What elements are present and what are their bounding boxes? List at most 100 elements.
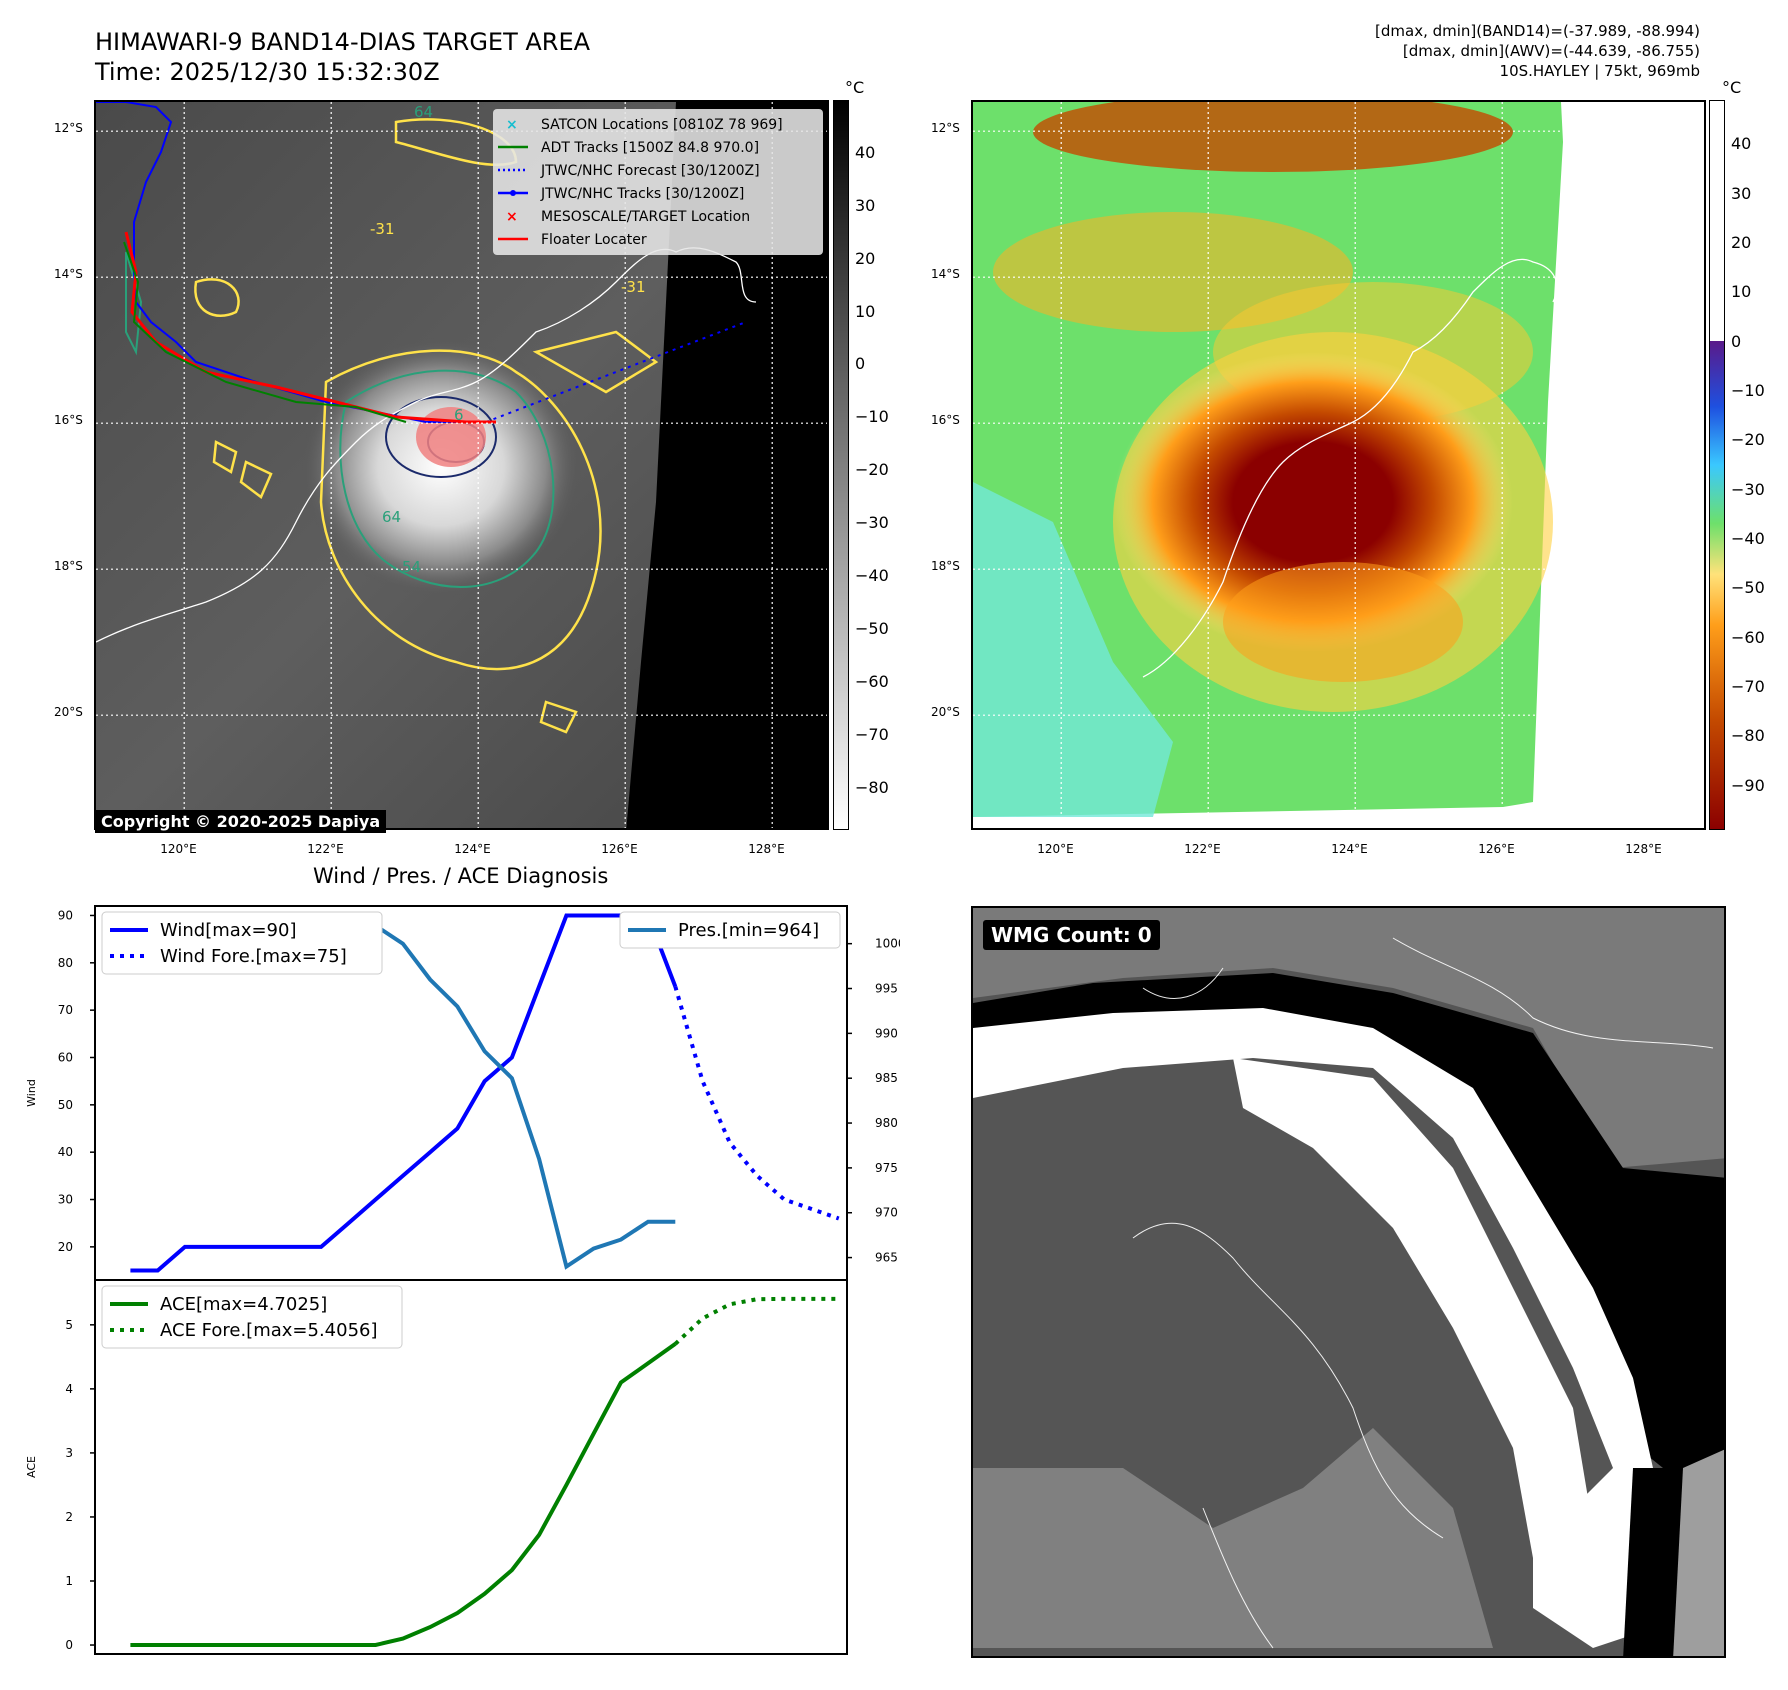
lat-tick-label: 14°S — [54, 267, 83, 282]
series-line — [673, 985, 840, 1221]
floater-track — [124, 231, 496, 424]
legend-item: JTWC/NHC Tracks [30/1200Z] — [498, 186, 744, 202]
diagnosis-chart: 2030405060708090Wind96597097598098599099… — [25, 905, 900, 1655]
y2-tick-label: 1000 — [875, 937, 900, 951]
colorbar-tick-label: 0 — [855, 354, 866, 374]
colorbar-tick-label: 30 — [1731, 183, 1752, 203]
wmg-panel — [971, 906, 1726, 1658]
lat-tick-label: 20°S — [54, 705, 83, 720]
legend-item: × SATCON Locations [0810Z 78 969] — [506, 117, 783, 133]
lat-tick-label: 14°S — [931, 267, 960, 282]
colorbar-tick-label: −10 — [1731, 381, 1765, 400]
series-line — [130, 913, 678, 1273]
colorbar-tick-label: 40 — [855, 142, 876, 162]
y2-tick-label: 970 — [875, 1206, 898, 1220]
legend-label: Wind Fore.[max=75] — [160, 946, 347, 967]
y-tick-label: 3 — [65, 1446, 73, 1460]
y-tick-label: 80 — [58, 956, 73, 970]
colorbar-tick-label: −20 — [1731, 430, 1765, 450]
no-data-region — [626, 102, 827, 828]
legend-box — [619, 911, 841, 949]
lon-tick-label: 128°E — [1625, 842, 1662, 856]
lon-tick-label: 122°E — [1184, 842, 1221, 856]
lon-tick-label: 124°E — [1331, 842, 1368, 856]
contour-label: 64 — [414, 103, 433, 121]
target-highlight — [416, 407, 486, 467]
copyright-label: Copyright © 2020-2025 Dapiya — [95, 810, 387, 833]
legend-label: JTWC/NHC Tracks [30/1200Z] — [540, 186, 744, 202]
color-map — [973, 102, 1704, 828]
figure-title-line1: HIMAWARI-9 BAND14-DIAS TARGET AREA — [95, 28, 591, 56]
gray-colorbar-unit: °C — [845, 78, 865, 97]
legend-label: SATCON Locations [0810Z 78 969] — [541, 117, 783, 133]
colorbar-tick-label: −40 — [855, 566, 889, 586]
storm-cloud — [301, 337, 581, 597]
wmg-coastline — [1132, 937, 1714, 1649]
y2-tick-label: 995 — [875, 982, 898, 996]
y-tick-label: 1 — [65, 1574, 73, 1588]
colorbar-tick-label: −90 — [1731, 775, 1765, 795]
colorbar-tick-label: −30 — [1731, 479, 1765, 499]
legend-label: Floater Locater — [541, 232, 647, 248]
contour-label: -31 — [370, 220, 395, 238]
legend-label: ACE Fore.[max=5.4056] — [160, 1320, 378, 1341]
colorbar-tick-label: −50 — [855, 618, 889, 638]
contour-label: 64 — [382, 508, 401, 526]
y2-tick-label: 965 — [875, 1251, 898, 1265]
colorbar-tick-label: −50 — [1731, 578, 1765, 598]
lon-tick-label: 122°E — [307, 842, 344, 856]
contour-label: 54 — [402, 558, 421, 576]
legend-label: ADT Tracks [1500Z 84.8 970.0] — [541, 140, 759, 156]
chart-legend: Pres.[min=964] — [619, 911, 841, 949]
colorbar-tick-label: −70 — [1731, 676, 1765, 696]
lat-tick-label: 18°S — [54, 559, 83, 574]
wmg-map — [973, 908, 1724, 1656]
color-colorbar — [1709, 100, 1725, 830]
legend-box — [101, 1285, 403, 1349]
y-tick-label: 40 — [58, 1145, 73, 1159]
colorbar-tick-label: −80 — [855, 777, 889, 797]
chart-legend: Wind[max=90] Wind Fore.[max=75] — [101, 911, 383, 975]
legend-item: Floater Locater — [498, 232, 647, 248]
color-colorbar-unit: °C — [1722, 78, 1742, 97]
legend-item: ADT Tracks [1500Z 84.8 970.0] — [498, 140, 759, 156]
series-line — [673, 1296, 839, 1346]
colorbar-tick-label: 10 — [1731, 282, 1752, 302]
lat-tick-label: 12°S — [54, 121, 83, 136]
ir-map-panel: -31 -31 64 64 54 6 × SATCON Locations [08… — [94, 100, 829, 830]
lat-tick-label: 12°S — [931, 121, 960, 136]
legend-box — [101, 911, 383, 975]
colorbar-tick-label: −40 — [1731, 528, 1765, 548]
y-tick-label: 30 — [58, 1193, 73, 1207]
ir-map: -31 -31 64 64 54 6 × SATCON Locations [08… — [96, 102, 827, 828]
colorbar-tick-label: 0 — [1731, 331, 1742, 351]
colorbar-tick-label: −20 — [855, 460, 889, 480]
colorbar-tick-label: −10 — [855, 407, 889, 427]
y-tick-label: 2 — [65, 1510, 73, 1524]
y-axis-label: ACE — [25, 1456, 38, 1478]
info-line2: [dmax, dmin](AWV)=(-44.639, -86.755) — [1402, 42, 1700, 60]
legend-label: JTWC/NHC Forecast [30/1200Z] — [540, 163, 760, 179]
colorbar-tick-label: 40 — [1731, 134, 1752, 154]
chart-legend: ACE[max=4.7025] ACE Fore.[max=5.4056] — [101, 1285, 403, 1349]
legend-label: MESOSCALE/TARGET Location — [541, 209, 750, 225]
color-map-panel — [971, 100, 1706, 830]
colorbar-tick-label: 10 — [855, 301, 876, 321]
lon-tick-label: 126°E — [601, 842, 638, 856]
y-tick-label: 20 — [58, 1240, 73, 1254]
lat-tick-label: 16°S — [931, 413, 960, 428]
y-axis-label: Wind — [25, 1079, 38, 1107]
colorbar-tick-label: −30 — [855, 513, 889, 533]
colorbar-tick-label: 20 — [1731, 233, 1752, 253]
coastline — [1142, 258, 1558, 678]
colorbar-tick-label: −80 — [1731, 726, 1765, 746]
colorbar-tick-label: 30 — [855, 195, 876, 215]
gray-colorbar — [833, 100, 849, 830]
legend-label: Pres.[min=964] — [678, 920, 819, 941]
lon-tick-label: 124°E — [454, 842, 491, 856]
track-legend: × SATCON Locations [0810Z 78 969] ADT Trac… — [493, 109, 823, 255]
contours-yellow — [194, 118, 659, 734]
y-tick-label: 50 — [58, 1098, 73, 1112]
lon-tick-label: 120°E — [1037, 842, 1074, 856]
legend-marker-x: × — [506, 117, 518, 133]
